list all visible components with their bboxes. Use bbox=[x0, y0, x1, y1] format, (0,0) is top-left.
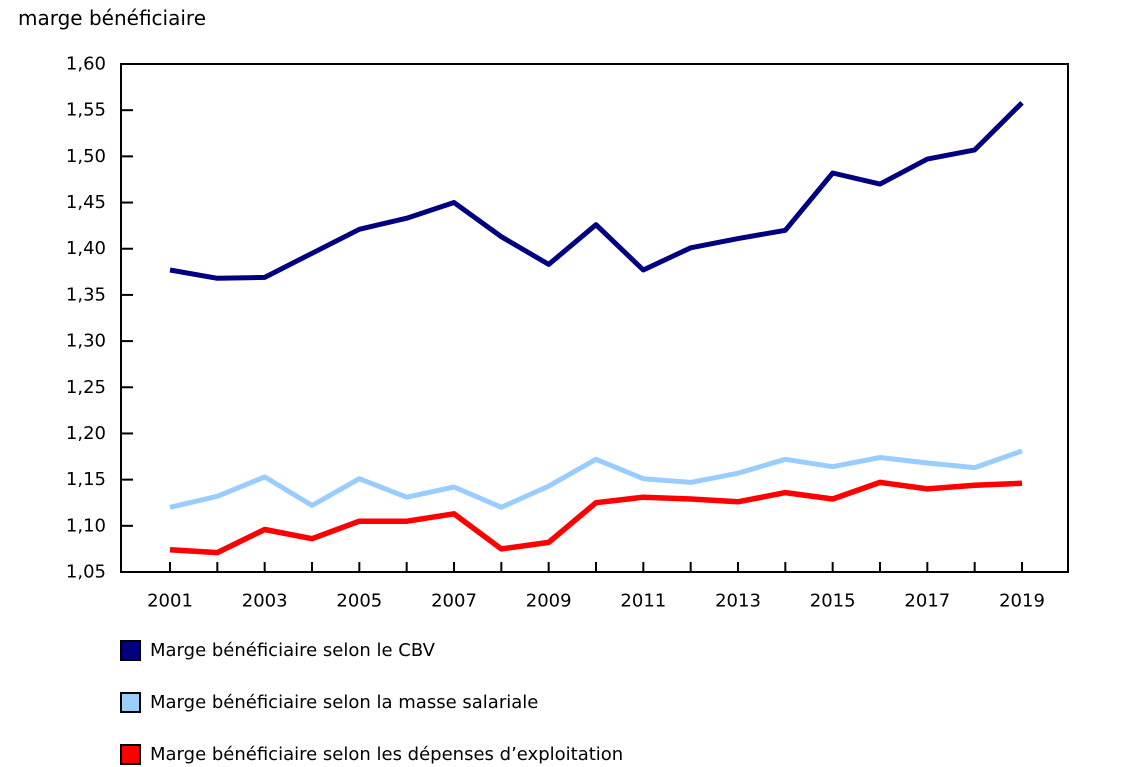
x-axis-label: 2005 bbox=[336, 591, 382, 612]
y-axis-label: 1,35 bbox=[66, 284, 106, 305]
y-axis-label: 1,45 bbox=[66, 192, 106, 213]
legend-label-depenses-exploitation: Marge bénéficiaire selon les dépenses d’… bbox=[150, 744, 624, 765]
legend-swatch-cbv-icon bbox=[120, 640, 141, 661]
series-line-0 bbox=[169, 101, 1024, 281]
y-axis-label: 1,25 bbox=[66, 377, 106, 398]
series-line-2 bbox=[169, 479, 1023, 556]
legend-item-depenses-exploitation: Marge bénéficiaire selon les dépenses d’… bbox=[120, 744, 623, 765]
x-axis-label: 2011 bbox=[620, 591, 666, 612]
x-axis-label: 2007 bbox=[431, 591, 477, 612]
legend-label-masse-salariale: Marge bénéficiaire selon la masse salari… bbox=[150, 692, 539, 713]
legend-item-cbv: Marge bénéficiaire selon le CBV bbox=[120, 640, 623, 661]
y-axis-label: 1,55 bbox=[66, 100, 106, 121]
x-axis-label: 2001 bbox=[147, 591, 193, 612]
y-axis-label: 1,20 bbox=[66, 423, 106, 444]
x-axis-label: 2019 bbox=[999, 591, 1045, 612]
legend-swatch-depenses-exploitation-icon bbox=[120, 744, 141, 765]
plot-frame bbox=[120, 63, 1069, 573]
series-line-1 bbox=[169, 448, 1023, 510]
x-axis-label: 2013 bbox=[715, 591, 761, 612]
legend-item-masse-salariale: Marge bénéficiaire selon la masse salari… bbox=[120, 692, 623, 713]
y-axis-label: 1,30 bbox=[66, 331, 106, 352]
x-axis-label: 2017 bbox=[904, 591, 950, 612]
y-axis-label: 1,10 bbox=[66, 515, 106, 536]
chart-title: marge bénéficiaire bbox=[18, 6, 206, 30]
y-axis-label: 1,15 bbox=[66, 469, 106, 490]
y-axis-label: 1,40 bbox=[66, 238, 106, 259]
legend-swatch-masse-salariale-icon bbox=[120, 692, 141, 713]
x-axis-label: 2003 bbox=[242, 591, 288, 612]
legend: Marge bénéficiaire selon le CBV Marge bé… bbox=[120, 640, 623, 765]
y-axis-label: 1,60 bbox=[66, 54, 106, 75]
legend-label-cbv: Marge bénéficiaire selon le CBV bbox=[150, 640, 435, 661]
x-axis-label: 2009 bbox=[526, 591, 572, 612]
x-axis-label: 2015 bbox=[810, 591, 856, 612]
y-axis-label: 1,05 bbox=[66, 562, 106, 583]
y-axis-label: 1,50 bbox=[66, 146, 106, 167]
